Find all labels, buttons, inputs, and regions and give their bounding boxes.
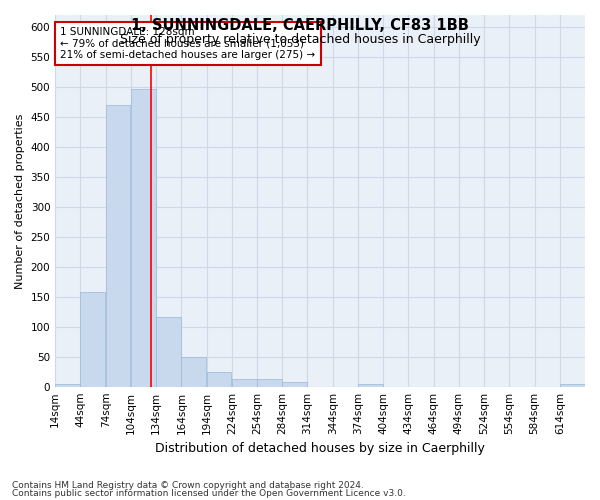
Bar	[206, 372, 232, 386]
Bar	[257, 379, 282, 386]
Bar	[282, 382, 307, 386]
Bar	[106, 105, 130, 386]
Text: 1, SUNNINGDALE, CAERPHILLY, CF83 1BB: 1, SUNNINGDALE, CAERPHILLY, CF83 1BB	[131, 18, 469, 32]
Text: Size of property relative to detached houses in Caerphilly: Size of property relative to detached ho…	[119, 32, 481, 46]
X-axis label: Distribution of detached houses by size in Caerphilly: Distribution of detached houses by size …	[155, 442, 485, 455]
Text: 1 SUNNINGDALE: 128sqm
← 79% of detached houses are smaller (1,053)
21% of semi-d: 1 SUNNINGDALE: 128sqm ← 79% of detached …	[60, 27, 316, 60]
Bar	[55, 384, 80, 386]
Text: Contains HM Land Registry data © Crown copyright and database right 2024.: Contains HM Land Registry data © Crown c…	[12, 480, 364, 490]
Bar	[131, 88, 155, 387]
Bar	[156, 316, 181, 386]
Bar	[80, 292, 105, 386]
Bar	[181, 358, 206, 386]
Y-axis label: Number of detached properties: Number of detached properties	[15, 113, 25, 288]
Bar	[358, 384, 383, 386]
Bar	[560, 384, 584, 386]
Bar	[232, 379, 257, 386]
Text: Contains public sector information licensed under the Open Government Licence v3: Contains public sector information licen…	[12, 489, 406, 498]
